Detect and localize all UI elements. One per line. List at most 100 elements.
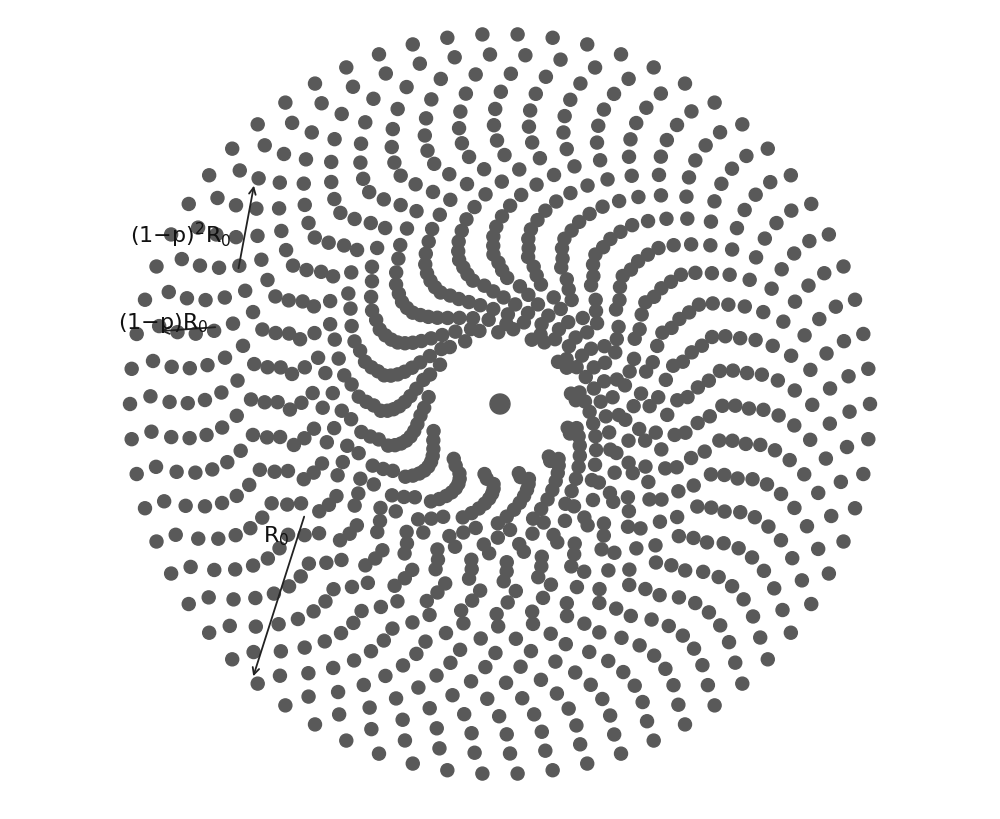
Circle shape [487, 285, 500, 298]
Circle shape [640, 102, 653, 115]
Circle shape [602, 654, 615, 667]
Circle shape [308, 327, 321, 340]
Circle shape [279, 96, 292, 109]
Circle shape [587, 258, 600, 271]
Circle shape [326, 387, 339, 400]
Circle shape [564, 387, 577, 400]
Circle shape [333, 708, 346, 721]
Circle shape [664, 275, 677, 288]
Circle shape [478, 497, 491, 510]
Circle shape [412, 513, 425, 526]
Circle shape [481, 692, 494, 705]
Circle shape [452, 235, 465, 248]
Circle shape [251, 118, 264, 131]
Circle shape [199, 293, 212, 306]
Circle shape [587, 361, 600, 374]
Circle shape [452, 477, 465, 491]
Circle shape [382, 439, 395, 452]
Circle shape [547, 291, 560, 304]
Circle shape [252, 172, 265, 185]
Circle shape [411, 418, 424, 431]
Circle shape [307, 423, 320, 435]
Circle shape [359, 355, 372, 369]
Circle shape [218, 291, 231, 304]
Circle shape [443, 530, 456, 542]
Circle shape [138, 293, 151, 306]
Circle shape [324, 295, 337, 308]
Circle shape [394, 238, 407, 251]
Circle shape [478, 279, 491, 292]
Circle shape [386, 464, 399, 477]
Circle shape [531, 214, 544, 227]
Circle shape [457, 261, 470, 274]
Circle shape [636, 695, 649, 708]
Circle shape [562, 702, 575, 715]
Circle shape [478, 468, 491, 481]
Circle shape [283, 580, 296, 593]
Circle shape [439, 627, 452, 640]
Circle shape [761, 478, 774, 491]
Text: $(1\mathrm{-p})^2\mathrm{R}_0$: $(1\mathrm{-p})^2\mathrm{R}_0$ [130, 220, 231, 250]
Circle shape [298, 641, 311, 654]
Circle shape [623, 578, 636, 591]
Circle shape [226, 317, 239, 330]
Circle shape [328, 333, 341, 346]
Circle shape [862, 432, 875, 446]
Circle shape [535, 318, 548, 331]
Circle shape [685, 346, 698, 359]
Circle shape [366, 304, 379, 317]
Circle shape [279, 699, 292, 712]
Circle shape [256, 323, 269, 336]
Circle shape [435, 342, 448, 355]
Circle shape [645, 613, 658, 626]
Circle shape [361, 577, 374, 590]
Circle shape [618, 379, 631, 391]
Circle shape [726, 580, 739, 593]
Circle shape [465, 726, 478, 740]
Circle shape [504, 747, 517, 760]
Circle shape [857, 468, 870, 481]
Circle shape [692, 298, 705, 311]
Circle shape [806, 398, 819, 411]
Circle shape [504, 523, 517, 536]
Circle shape [271, 396, 284, 409]
Circle shape [519, 49, 532, 61]
Circle shape [230, 199, 243, 212]
Circle shape [181, 396, 194, 410]
Circle shape [746, 473, 759, 486]
Circle shape [490, 608, 503, 621]
Circle shape [622, 456, 635, 469]
Circle shape [494, 85, 507, 98]
Circle shape [785, 204, 798, 217]
Circle shape [165, 431, 178, 444]
Circle shape [647, 734, 660, 747]
Circle shape [210, 228, 223, 241]
Circle shape [671, 119, 684, 132]
Circle shape [192, 221, 205, 234]
Text: $(1\mathrm{-p})\mathrm{R}_0$: $(1\mathrm{-p})\mathrm{R}_0$ [118, 311, 209, 335]
Circle shape [376, 544, 389, 557]
Circle shape [398, 734, 411, 747]
Circle shape [474, 584, 487, 597]
Circle shape [615, 631, 628, 645]
Circle shape [465, 675, 478, 688]
Circle shape [431, 311, 444, 324]
Circle shape [864, 397, 876, 410]
Circle shape [533, 152, 546, 165]
Circle shape [418, 464, 431, 477]
Circle shape [573, 450, 586, 463]
Circle shape [387, 403, 400, 416]
Circle shape [385, 141, 398, 153]
Circle shape [527, 512, 540, 525]
Circle shape [386, 123, 399, 136]
Circle shape [472, 502, 485, 515]
Circle shape [784, 169, 797, 182]
Circle shape [603, 486, 616, 500]
Circle shape [183, 432, 196, 445]
Circle shape [749, 188, 762, 201]
Circle shape [761, 653, 774, 666]
Circle shape [294, 570, 307, 583]
Circle shape [170, 465, 183, 478]
Circle shape [508, 503, 521, 516]
Circle shape [372, 433, 385, 446]
